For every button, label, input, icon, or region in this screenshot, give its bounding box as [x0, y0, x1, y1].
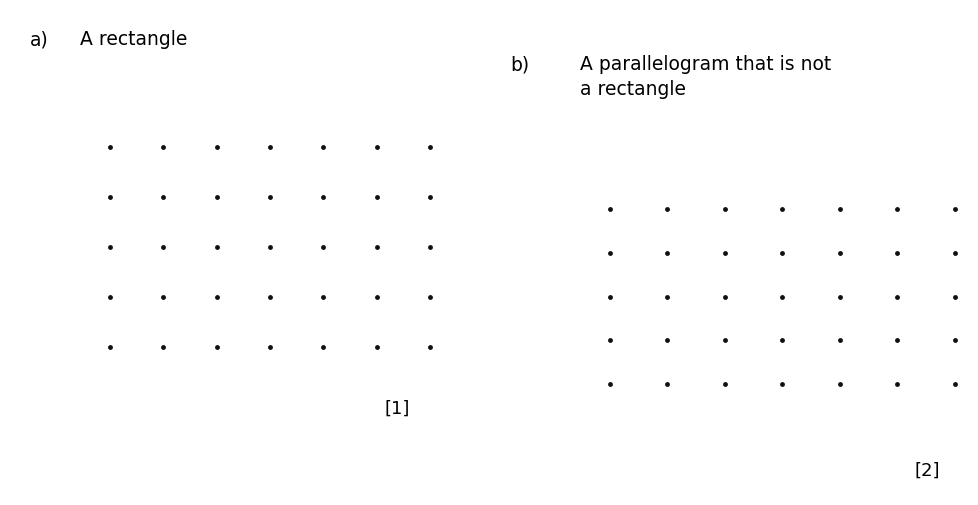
Text: a rectangle: a rectangle [579, 80, 686, 99]
Text: [1]: [1] [384, 399, 410, 417]
Text: A parallelogram that is not: A parallelogram that is not [579, 55, 830, 74]
Text: A rectangle: A rectangle [80, 30, 187, 49]
Text: b): b) [510, 55, 528, 74]
Text: [2]: [2] [913, 461, 939, 479]
Text: a): a) [30, 30, 49, 49]
